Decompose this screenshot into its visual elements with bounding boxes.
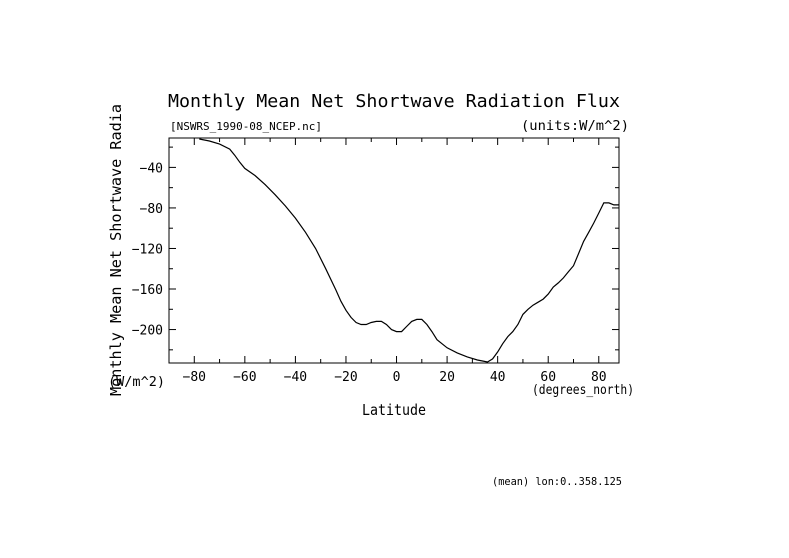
- y-tick-label: −160: [132, 283, 163, 298]
- plot-frame: [168, 137, 620, 364]
- x-tick-label: 0: [393, 370, 401, 385]
- x-tick-label: 40: [490, 370, 506, 385]
- series-line: [199, 138, 619, 363]
- x-tick-label: 20: [439, 370, 455, 385]
- units-label: (units:W/m^2): [521, 119, 629, 134]
- x-tick-label: −80: [183, 370, 206, 385]
- y-tick-label: −80: [140, 202, 163, 217]
- chart-title: Monthly Mean Net Shortwave Radiation Flu…: [168, 91, 620, 112]
- x-tick-label: −20: [334, 370, 357, 385]
- x-tick-label: −60: [233, 370, 256, 385]
- y-tick-label: −40: [140, 161, 163, 176]
- x-tick-label: 60: [540, 370, 556, 385]
- x-axis-units: (degrees_north): [532, 383, 634, 398]
- x-tick-label: −40: [284, 370, 307, 385]
- y-axis-units: (W/m^2): [108, 375, 165, 390]
- footer-note: (mean) lon:0..358.125: [492, 475, 622, 488]
- y-axis-label: Monthly Mean Net Shortwave Radia: [107, 104, 125, 396]
- y-tick-label: −200: [132, 324, 163, 339]
- axis-tick-labels: −80 −60 −40 −20 0 20 40 60 80−40−80−120−160−200: [132, 161, 607, 385]
- x-axis-label: Latitude: [362, 401, 426, 419]
- file-label: [NSWRS_1990-08_NCEP.nc]: [170, 120, 322, 133]
- axis-ticks: [168, 138, 619, 363]
- y-tick-label: −120: [132, 242, 163, 257]
- x-tick-label: 80: [591, 370, 607, 385]
